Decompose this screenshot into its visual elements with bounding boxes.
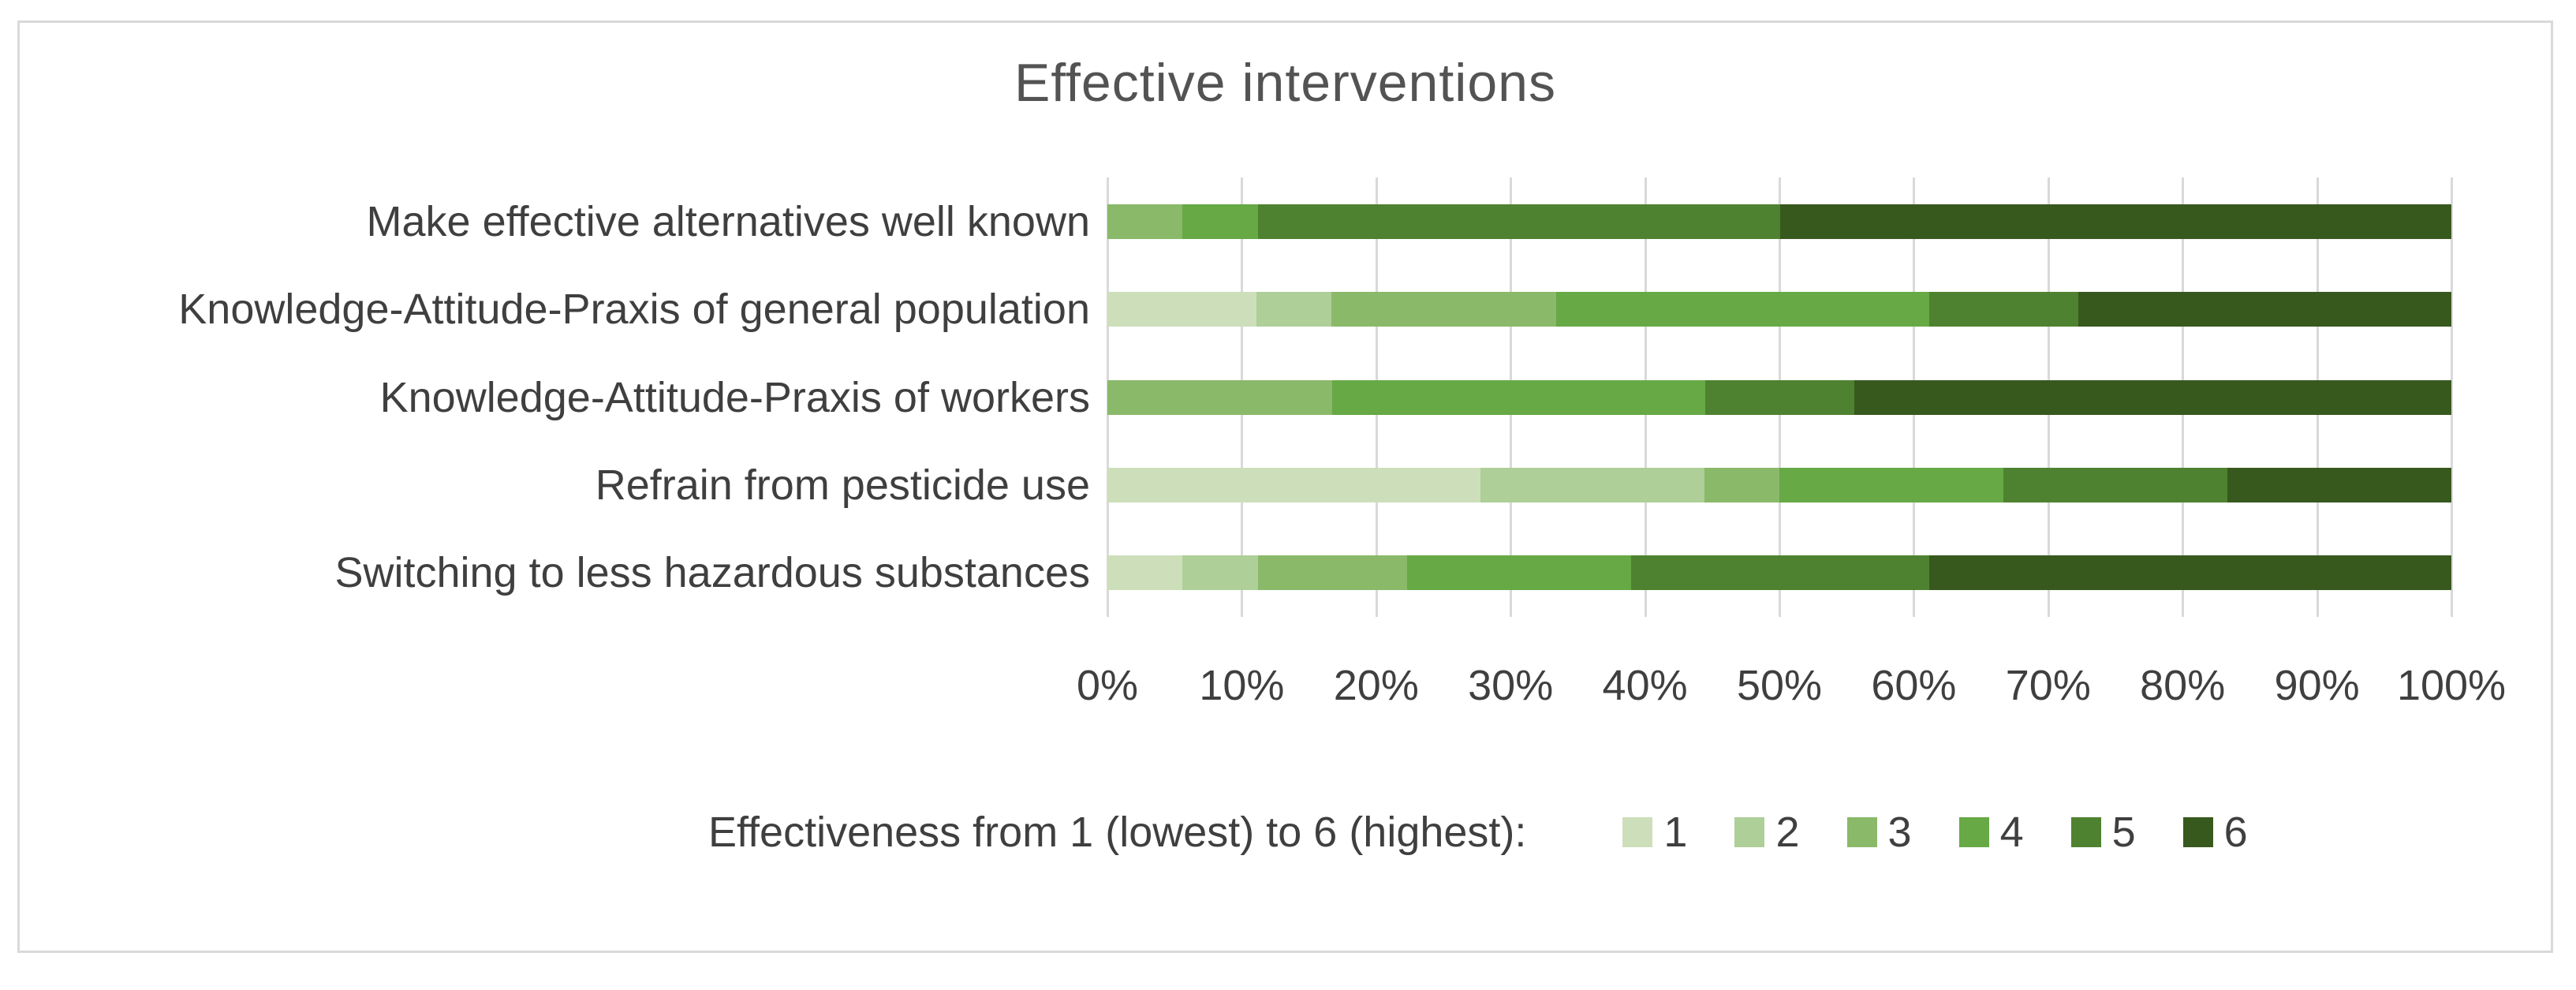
category-label: Knowledge-Attitude-Praxis of workers	[379, 373, 1090, 421]
bar-segment	[1779, 467, 2003, 502]
bar-segment	[1406, 555, 1631, 591]
x-tick-label: 40%	[1602, 662, 1688, 709]
x-tick-label: 0%	[1076, 662, 1139, 709]
bar-segment	[1107, 204, 1183, 239]
category-label: Switching to less hazardous substances	[334, 549, 1090, 597]
bar-segment	[1779, 204, 2451, 239]
bar-segment	[1107, 379, 1332, 415]
legend-title: Effectiveness from 1 (lowest) to 6 (high…	[708, 809, 1527, 856]
bar-segment	[1928, 292, 2078, 327]
bar-segment	[1555, 292, 1929, 327]
bar-row	[1107, 555, 2451, 591]
legend-swatch	[1622, 817, 1653, 847]
bar-segment	[1182, 555, 1258, 591]
legend-swatch	[1846, 817, 1877, 847]
bar-segment	[1256, 292, 1332, 327]
bar-segment	[1331, 292, 1556, 327]
bar-row	[1107, 379, 2451, 415]
legend-item: 4	[1958, 808, 2024, 857]
x-tick-label: 70%	[2005, 662, 2091, 709]
bar-segment	[2227, 467, 2451, 502]
bar-segment	[2078, 292, 2451, 327]
legend-item-label: 3	[1887, 809, 1912, 856]
category-label: Make effective alternatives well known	[366, 197, 1090, 245]
legend-items: 1 2 3 4 5 6	[1622, 808, 2248, 857]
bar-row	[1107, 204, 2451, 239]
legend-swatch	[1958, 817, 1989, 847]
x-tick-label: 30%	[1468, 662, 1554, 709]
x-tick-label: 80%	[2140, 662, 2226, 709]
gridline	[2451, 177, 2453, 617]
bar-segment	[1705, 379, 1855, 415]
category-label: Knowledge-Attitude-Praxis of general pop…	[178, 286, 1090, 334]
legend-item: 2	[1734, 808, 1800, 857]
bar-segment	[1928, 555, 2451, 591]
legend-item: 6	[2182, 808, 2248, 857]
bar-segment	[1107, 467, 1480, 502]
bar-segment	[1107, 555, 1183, 591]
legend-item-label: 2	[1775, 809, 1800, 856]
legend-swatch	[2182, 817, 2213, 847]
bar-segment	[1257, 555, 1407, 591]
legend-item-label: 1	[1663, 809, 1688, 856]
bar-segment	[1182, 204, 1258, 239]
bar-segment	[2003, 467, 2227, 502]
chart-title: Effective interventions	[1014, 53, 1556, 113]
legend-item: 5	[2070, 808, 2136, 857]
bar-segment	[1331, 379, 1706, 415]
bar-segment	[1630, 555, 1929, 591]
x-tick-label: 50%	[1736, 662, 1823, 709]
legend-item-label: 5	[2111, 809, 2136, 856]
x-tick-label: 10%	[1199, 662, 1285, 709]
plot-area	[1107, 177, 2453, 617]
bar-segment	[1480, 467, 1704, 502]
legend: Effectiveness from 1 (lowest) to 6 (high…	[708, 808, 2248, 857]
x-tick-label: 60%	[1871, 662, 1957, 709]
x-tick-label: 100%	[2396, 662, 2507, 709]
legend-swatch	[1734, 817, 1765, 847]
x-tick-label: 20%	[1333, 662, 1419, 709]
legend-item-label: 4	[1999, 809, 2024, 856]
legend-item: 3	[1846, 808, 1912, 857]
bar-segment	[1107, 292, 1256, 327]
category-label: Refrain from pesticide use	[595, 461, 1090, 509]
legend-item-label: 6	[2223, 809, 2248, 856]
bar-segment	[1854, 379, 2451, 415]
bar-segment	[1704, 467, 1779, 502]
legend-swatch	[2070, 817, 2101, 847]
legend-item: 1	[1622, 808, 1687, 857]
x-tick-label: 90%	[2274, 662, 2360, 709]
bar-segment	[1257, 204, 1780, 239]
bar-row	[1107, 292, 2451, 327]
bar-row	[1107, 467, 2451, 502]
